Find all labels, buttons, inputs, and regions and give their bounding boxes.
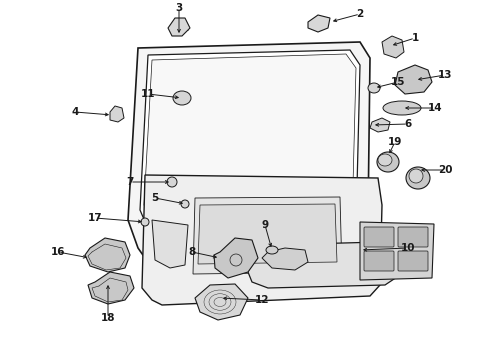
Polygon shape <box>85 238 130 272</box>
FancyBboxPatch shape <box>364 227 394 247</box>
Text: 6: 6 <box>404 119 412 129</box>
Text: 16: 16 <box>51 247 65 257</box>
Ellipse shape <box>141 218 149 226</box>
Polygon shape <box>128 42 370 295</box>
Text: 8: 8 <box>188 247 196 257</box>
Ellipse shape <box>378 154 392 166</box>
Ellipse shape <box>377 152 399 172</box>
Polygon shape <box>88 272 134 304</box>
Polygon shape <box>382 36 404 58</box>
Text: 11: 11 <box>141 89 155 99</box>
FancyBboxPatch shape <box>398 227 428 247</box>
Ellipse shape <box>406 167 430 189</box>
Ellipse shape <box>383 101 421 115</box>
Polygon shape <box>193 197 342 274</box>
Polygon shape <box>262 248 308 270</box>
Polygon shape <box>142 175 382 305</box>
Text: 17: 17 <box>88 213 102 223</box>
Text: 3: 3 <box>175 3 183 13</box>
Ellipse shape <box>368 83 380 93</box>
Text: 9: 9 <box>262 220 269 230</box>
Text: 12: 12 <box>255 295 269 305</box>
Polygon shape <box>248 242 402 288</box>
Ellipse shape <box>173 91 191 105</box>
Polygon shape <box>360 222 434 280</box>
Ellipse shape <box>181 200 189 208</box>
Polygon shape <box>308 15 330 32</box>
Text: 14: 14 <box>428 103 442 113</box>
Polygon shape <box>140 50 360 265</box>
Polygon shape <box>214 238 258 278</box>
Polygon shape <box>198 204 337 264</box>
Ellipse shape <box>409 169 423 183</box>
Text: 18: 18 <box>101 313 115 323</box>
Text: 5: 5 <box>151 193 159 203</box>
Polygon shape <box>110 106 124 122</box>
Polygon shape <box>395 65 432 94</box>
Polygon shape <box>370 118 390 132</box>
Polygon shape <box>144 54 356 258</box>
FancyBboxPatch shape <box>364 251 394 271</box>
Text: 7: 7 <box>126 177 134 187</box>
Text: 13: 13 <box>438 70 452 80</box>
Ellipse shape <box>266 246 278 254</box>
Text: 4: 4 <box>72 107 79 117</box>
Ellipse shape <box>167 177 177 187</box>
Polygon shape <box>195 284 248 320</box>
Text: 2: 2 <box>356 9 364 19</box>
Text: 19: 19 <box>388 137 402 147</box>
Text: 20: 20 <box>438 165 452 175</box>
Text: 1: 1 <box>412 33 418 43</box>
FancyBboxPatch shape <box>398 251 428 271</box>
Text: 10: 10 <box>401 243 415 253</box>
Polygon shape <box>168 18 190 36</box>
Polygon shape <box>152 220 188 268</box>
Text: 15: 15 <box>391 77 405 87</box>
